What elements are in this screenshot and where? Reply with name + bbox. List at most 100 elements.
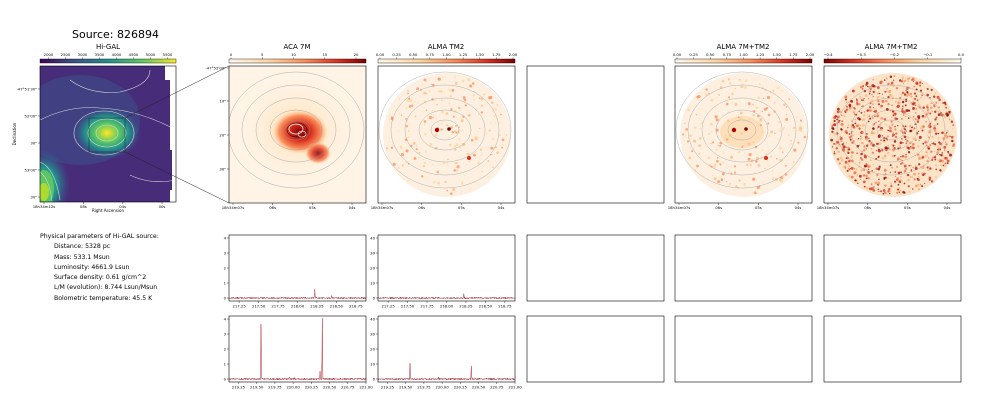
colorbar-tick-label: 0.25 [392,52,401,57]
spectrum-ytick-label: 40 [370,316,375,321]
map-xtick-label: 04s [119,204,126,209]
higal-title: Hi-GAL [95,43,121,51]
spectrum-xtick-label: 219.50 [399,385,413,390]
spectrum-xtick-label: 218.25 [310,304,324,309]
colorbar-tick-label: 1.75 [789,52,798,57]
colorbar-tick-label: 5500 [163,52,173,57]
spectrum-xtick-label: 221.00 [508,385,522,390]
map-xtick-label: 18h34m12s [33,204,56,209]
colorbar-tick-label: 3500 [95,52,105,57]
colorbar-tick-label: 15 [322,52,327,57]
spectrum-ytick-label: 0 [373,295,376,300]
params-header: Physical parameters of Hi-GAL source: [40,233,159,240]
spectrum-ytick-label: 10 [370,280,375,285]
map-xtick-label: 18h34m07s [222,205,245,210]
spec-aca-1-frame [228,234,367,302]
colorbar-tick-label: 2.00 [509,52,518,57]
spectrum-xtick-label: 220.75 [341,385,355,390]
map-xtick-label: 04s [944,205,951,210]
colorbar-tick-label: 5 [261,52,264,57]
spectrum-xtick-label: 217.75 [271,304,285,309]
map-xtick-label: 18h34m07s [371,205,394,210]
map-ytick-label: 30" [219,166,226,171]
colorbar-tick-label: 0.0 [958,52,965,57]
colorbar-tick-label: 0.25 [689,52,698,57]
spectrum-ytick-label: 3 [224,331,227,336]
spectrum-xtick-label: 217.25 [381,304,395,309]
zoom-connector-lines [124,65,230,204]
spectrum-ytick-label: 4 [224,316,227,321]
param-luminosity: Luminosity: 4661.9 Lsun [54,263,130,271]
spec-tm2-1-frame [377,234,516,302]
spectrum-line [377,363,516,381]
spectrum-ytick-label: 0 [224,376,227,381]
aca-colorbar [228,58,367,64]
spectrum-xtick-label: 220.25 [454,385,468,390]
spectrum-xtick-label: 219.75 [268,385,282,390]
tm2-axis-ticks: 18h34m07s 06s 05s 04s [371,203,504,210]
higal-colorbar-ticks: 2000 2500 3000 3500 4000 4500 5000 5500 [44,52,173,59]
map-xtick-label: 00s [159,204,166,209]
map-xtick-label: 06s [269,205,276,210]
spectrum-xtick-label: 220.00 [286,385,300,390]
colorbar-tick-label: 0.75 [426,52,435,57]
spectrum-ytick-label: 20 [370,265,375,270]
spectrum-ytick-label: 2 [224,346,227,351]
combo-colorbar [674,58,813,64]
spectrum-xtick-label: 220.25 [305,385,319,390]
colorbar-tick-label: 20 [354,52,359,57]
colorbar-tick-label: 0.75 [723,52,732,57]
spectrum-ytick-label: 30 [370,331,375,336]
spectrum-xtick-label: 220.75 [490,385,504,390]
colorbar-tick-label: −0.4 [823,52,833,57]
spec-tm2-1-plot: 217.25 217.50 217.75 218.00 218.25 218.50 218.… [370,235,516,309]
colorbar-tick-label: 2.00 [806,52,815,57]
spec-aca-2-plot: 219.25 219.50 219.75 220.00 220.25 220.50 220.… [224,316,374,389]
higal-colorbar [39,58,177,64]
colorbar-tick-label: 5000 [146,52,156,57]
higal-xlabel: Right Ascension [92,208,124,213]
colorbar-tick-label: −0.1 [923,52,933,57]
spectrum-ytick-label: 30 [370,250,375,255]
spectrum-xtick-label: 217.50 [401,304,415,309]
spectrum-xtick-label: 218.00 [291,304,305,309]
colorbar-tick-label: 2500 [61,52,71,57]
map-xtick-label: 06s [418,205,425,210]
spectrum-ytick-label: 1 [224,280,227,285]
aca-colorbar-ticks: 0 5 10 15 20 [230,52,359,59]
diff-map [824,66,961,203]
spectrum-xtick-label: 218.00 [440,304,454,309]
spectrum-xtick-label: 219.75 [417,385,431,390]
colorbar-tick-label: 2000 [44,52,54,57]
param-mass: Mass: 533.1 Msun [54,253,110,261]
colorbar-tick-label: 1.00 [739,52,748,57]
empty-spec-2b [674,315,813,383]
colorbar-tick-label: 0.50 [409,52,418,57]
diff-title: ALMA 7M+TM2 [864,43,918,51]
empty-spec-1a [526,234,665,302]
map-xtick-label: 18h34m07s [668,205,691,210]
spectrum-xtick-label: 219.25 [381,385,395,390]
spectrum-ytick-label: 2 [224,265,227,270]
spectrum-ytick-label: 1 [224,361,227,366]
colorbar-tick-label: 3000 [78,52,88,57]
colorbar-tick-label: −0.3 [857,52,867,57]
map-ytick-label: -47°51'30" [16,86,37,91]
map-xtick-label: 05s [755,205,762,210]
spectrum-ytick-label: 4 [224,235,227,240]
map-xtick-label: 08s [80,204,87,209]
spectrum-ytick-label: 0 [373,376,376,381]
combo-map [675,66,812,203]
param-surface-density: Surface density: 0.61 g/cm^2 [54,274,147,282]
colorbar-tick-label: 1.50 [476,52,485,57]
aca-title: ACA 7M [283,43,311,51]
spectrum-xtick-label: 218.75 [349,304,363,309]
map-xtick-label: 06s [715,205,722,210]
colorbar-tick-label: 10 [291,52,296,57]
higal-axis-ticks: 18h34m12s 08s 04s 00s -47°51'30" 52'00" 30" 53'… [16,86,165,209]
spectrum-xtick-label: 219.25 [232,385,246,390]
diff-axis-ticks: 18h34m07s 06s 05s 04s [817,203,951,210]
spectrum-ytick-label: 0 [224,295,227,300]
colorbar-tick-label: 0.00 [673,52,682,57]
